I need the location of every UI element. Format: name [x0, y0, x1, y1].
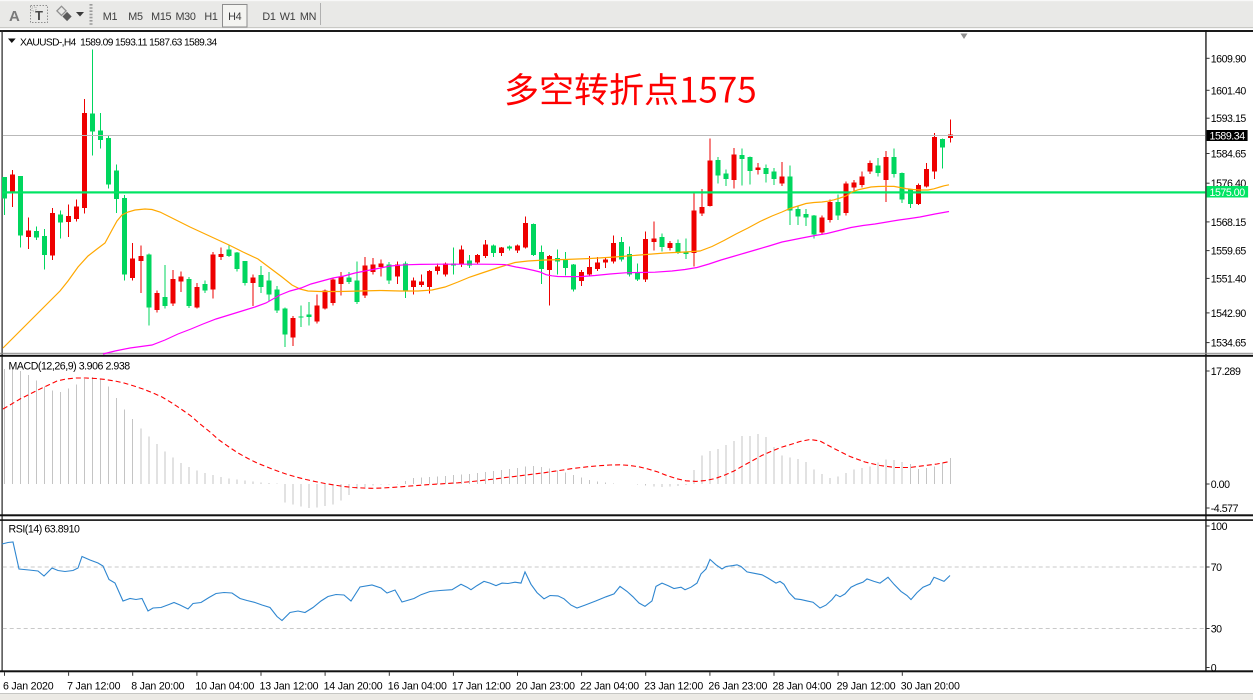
svg-text:MACD(12,26,9) 3.906 2.938: MACD(12,26,9) 3.906 2.938 — [9, 361, 131, 373]
svg-text:20 Jan 23:00: 20 Jan 23:00 — [516, 681, 575, 693]
svg-text:30 Jan 20:00: 30 Jan 20:00 — [901, 681, 960, 693]
svg-text:A: A — [9, 8, 20, 25]
svg-text:10 Jan 04:00: 10 Jan 04:00 — [195, 681, 254, 693]
svg-text:70: 70 — [1211, 562, 1222, 574]
svg-text:T: T — [35, 8, 43, 23]
svg-text:H4: H4 — [228, 11, 241, 23]
svg-text:1542.90: 1542.90 — [1211, 308, 1247, 320]
svg-text:1559.65: 1559.65 — [1211, 246, 1247, 258]
svg-text:M30: M30 — [175, 11, 195, 23]
svg-text:1593.15: 1593.15 — [1211, 113, 1247, 125]
svg-text:D1: D1 — [262, 11, 275, 23]
svg-text:1589.34: 1589.34 — [1210, 131, 1246, 143]
svg-text:28 Jan 04:00: 28 Jan 04:00 — [773, 681, 832, 693]
svg-text:17.289: 17.289 — [1211, 366, 1241, 378]
svg-text:7 Jan 12:00: 7 Jan 12:00 — [67, 681, 120, 693]
svg-text:30: 30 — [1211, 624, 1222, 636]
svg-text:0.00: 0.00 — [1211, 479, 1230, 491]
svg-text:XAUUSD-,H4 1589.09 1593.11 15: XAUUSD-,H4 1589.09 1593.11 1587.63 1589.… — [20, 38, 218, 49]
svg-text:22 Jan 04:00: 22 Jan 04:00 — [580, 681, 639, 693]
svg-text:14 Jan 20:00: 14 Jan 20:00 — [324, 681, 383, 693]
svg-text:M15: M15 — [151, 11, 171, 23]
svg-text:1534.65: 1534.65 — [1211, 338, 1247, 350]
svg-text:1568.15: 1568.15 — [1211, 217, 1247, 229]
svg-text:0: 0 — [1211, 663, 1217, 675]
svg-text:16 Jan 04:00: 16 Jan 04:00 — [388, 681, 447, 693]
svg-text:8 Jan 20:00: 8 Jan 20:00 — [131, 681, 184, 693]
svg-text:W1: W1 — [280, 11, 296, 23]
svg-text:26 Jan 23:00: 26 Jan 23:00 — [708, 681, 767, 693]
svg-text:13 Jan 12:00: 13 Jan 12:00 — [260, 681, 319, 693]
svg-text:H1: H1 — [204, 11, 217, 23]
svg-text:-4.577: -4.577 — [1211, 503, 1239, 515]
svg-text:100: 100 — [1211, 521, 1228, 533]
svg-text:M1: M1 — [103, 11, 118, 23]
svg-text:MN: MN — [300, 11, 316, 23]
svg-text:23 Jan 12:00: 23 Jan 12:00 — [644, 681, 703, 693]
svg-text:29 Jan 12:00: 29 Jan 12:00 — [837, 681, 896, 693]
svg-text:1551.40: 1551.40 — [1211, 273, 1247, 285]
svg-text:1584.65: 1584.65 — [1211, 149, 1247, 161]
svg-text:1609.90: 1609.90 — [1211, 53, 1247, 65]
svg-text:M5: M5 — [128, 11, 143, 23]
svg-text:RSI(14) 63.8910: RSI(14) 63.8910 — [9, 524, 81, 536]
svg-text:1575.00: 1575.00 — [1210, 187, 1246, 199]
svg-text:6 Jan 2020: 6 Jan 2020 — [3, 681, 54, 693]
svg-text:17 Jan 12:00: 17 Jan 12:00 — [452, 681, 511, 693]
svg-text:1601.40: 1601.40 — [1211, 85, 1247, 97]
